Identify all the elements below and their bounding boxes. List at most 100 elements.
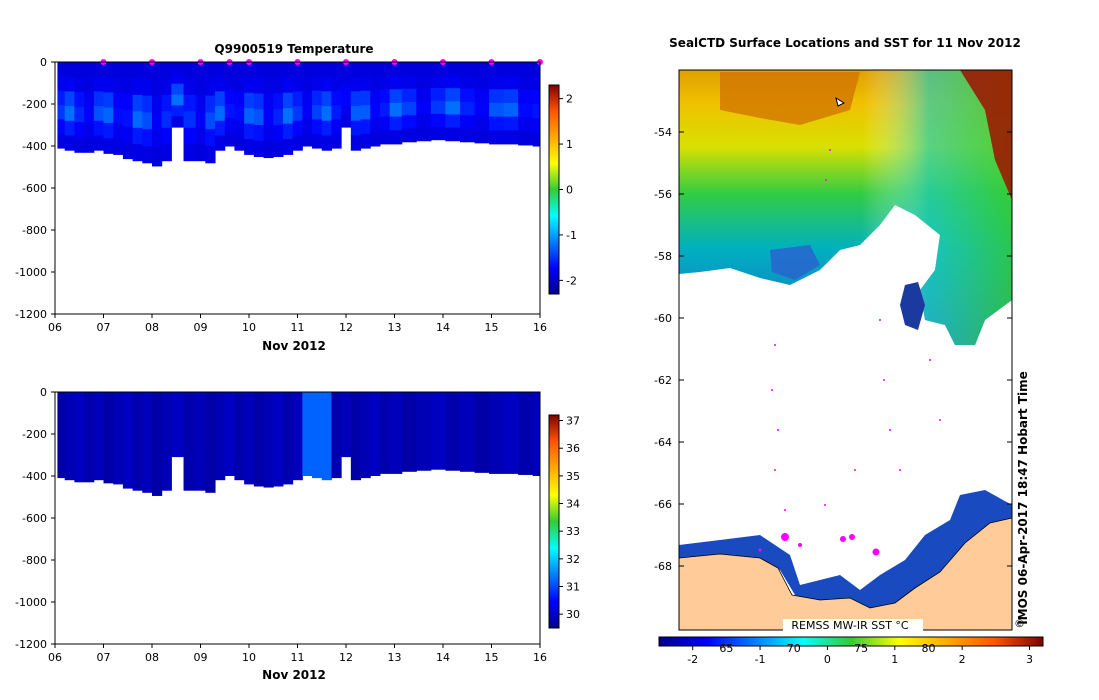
temperature-cell (321, 62, 332, 78)
temperature-cell (205, 112, 216, 130)
temperature-cell (282, 77, 294, 94)
salinity-xticks: 06 07 08 09 10 11 12 13 14 15 16 (48, 644, 547, 664)
ytick-label: 0 (40, 56, 47, 69)
temperature-cell (474, 115, 490, 130)
temperature-cell (370, 76, 381, 91)
temperature-cell (224, 90, 235, 105)
sst-cool-patch (770, 245, 820, 280)
salinity-column (152, 392, 163, 496)
temperature-cell (132, 78, 143, 96)
temperature-cell (459, 62, 476, 76)
temperature-cell (341, 72, 352, 85)
lon-tick-label: 70 (787, 642, 801, 655)
temperature-cell (244, 92, 255, 109)
temperature-cell (532, 90, 541, 105)
temperature-cell (282, 139, 294, 155)
seal-tracks (758, 149, 941, 556)
temperature-cell (64, 76, 75, 92)
salinity-column (122, 392, 134, 489)
temperature-cell (253, 62, 265, 79)
salinity-column (161, 392, 172, 491)
temperature-cell (292, 91, 303, 107)
xtick-label: 06 (48, 321, 62, 334)
temperature-cell (302, 104, 313, 119)
temperature-cell (215, 76, 226, 92)
temperature-cell (205, 95, 216, 113)
temperature-cell (474, 88, 490, 103)
salinity-column (532, 392, 541, 476)
salinity-column (331, 392, 342, 479)
lon-tick-label: 75 (854, 642, 868, 655)
temperature-cell (183, 127, 197, 145)
xtick-label: 09 (194, 321, 208, 334)
temperature-cell (152, 148, 163, 167)
xtick-label: 08 (145, 321, 159, 334)
temperature-cell (57, 133, 66, 149)
salinity-profiles (57, 392, 541, 496)
temperature-cell (370, 62, 381, 77)
temperature-cell (379, 116, 391, 131)
temperature-cell (459, 75, 476, 90)
ytick-label: -1200 (15, 638, 47, 651)
salinity-column (292, 392, 303, 481)
salinity-xlabel: Nov 2012 (262, 668, 326, 682)
temperature-cell (282, 62, 294, 78)
temperature-cell (161, 78, 172, 96)
temperature-cell (195, 111, 206, 129)
ytick-label: -1000 (15, 596, 47, 609)
xtick-label: 15 (485, 321, 499, 334)
temperature-cell (74, 137, 85, 153)
temperature-cell (234, 62, 245, 78)
xtick-label: 13 (388, 651, 402, 664)
temperature-cell (489, 102, 505, 118)
temperature-cell (122, 110, 134, 127)
temperature-cell (430, 87, 446, 102)
temperature-cell (459, 88, 476, 103)
temperature-cell (379, 62, 391, 77)
temperature-cell (321, 120, 332, 136)
temperature-cell (142, 146, 153, 164)
temperature-cell (302, 76, 313, 91)
xtick-label: 14 (436, 321, 450, 334)
ytick-label: 0 (40, 386, 47, 399)
temperature-cell (474, 129, 490, 144)
salinity-column (312, 392, 323, 479)
temperature-cell (312, 119, 323, 135)
salinity-column (224, 392, 235, 476)
temperature-cell (474, 62, 490, 76)
temperature-cell (183, 94, 197, 112)
salinity-column (416, 392, 432, 471)
sst-hot-patch (720, 72, 860, 125)
temperature-cell (244, 139, 255, 155)
sst-colorbar (658, 636, 1044, 647)
temperature-cell (205, 78, 216, 97)
temperature-cell (350, 135, 362, 151)
temperature-cell (503, 62, 519, 77)
temperature-cell (282, 92, 294, 109)
temperature-cell (171, 105, 185, 117)
salinity-column (302, 392, 313, 476)
salinity-column (282, 392, 294, 485)
temperature-cell (341, 83, 352, 96)
xtick-label: 15 (485, 651, 499, 664)
temperature-cell (93, 91, 104, 107)
cbar-tick-label: 34 (566, 498, 580, 511)
temperature-cell (445, 127, 461, 142)
temperature-cell (401, 101, 417, 116)
temperature-cell (518, 103, 534, 118)
sst-colorbar-ticks: -2 -1 0 1 2 3 65 70 75 80 (687, 642, 1033, 666)
cbar-tick-label: 2 (566, 93, 573, 106)
temperature-cell (350, 120, 362, 136)
temperature-cell (122, 142, 134, 160)
temperature-cell (74, 107, 85, 123)
temperature-cell (532, 132, 541, 147)
temperature-cell (350, 62, 362, 78)
temperature-cell (74, 122, 85, 138)
salinity-column (113, 392, 124, 485)
temperature-cell (341, 105, 352, 117)
temperature-cell (503, 89, 519, 104)
temperature-cell (142, 112, 153, 130)
temperature-cell (234, 120, 245, 136)
temperature-cell (142, 62, 153, 80)
temperature-cell (215, 91, 226, 107)
